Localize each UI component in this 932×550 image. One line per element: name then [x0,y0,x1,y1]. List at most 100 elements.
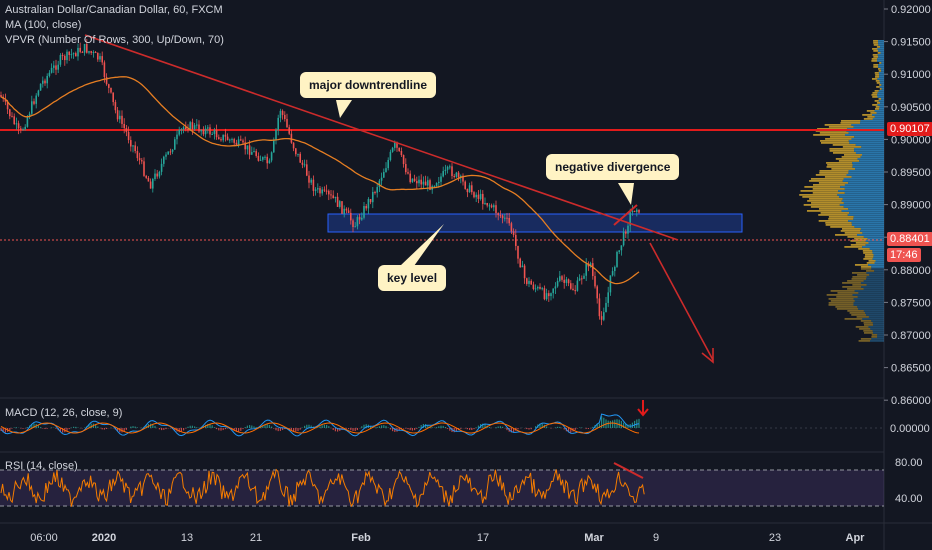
candle-body [629,212,631,226]
vpvr-bar-up [877,104,884,106]
vpvr-bar-up [872,114,884,116]
candle-body [281,110,284,115]
candle-body [394,142,396,148]
vpvr-bar-down [872,96,878,98]
vpvr-bar-up [878,64,884,66]
vpvr-bar-down [851,314,866,316]
time-axis[interactable]: 06:00 2020 13 21 Feb 17 Mar 9 23 Apr [30,532,865,544]
vpvr-bar-down [850,244,866,246]
vpvr-bar-down [820,142,850,144]
macd-bar [345,428,347,429]
candle-body [57,64,59,70]
vpvr-bar-down [827,164,853,166]
key-level-callout[interactable]: key level [378,265,447,291]
vpvr-bar-up [877,336,884,338]
candle-body [211,133,213,135]
macd-bar [601,416,603,428]
vpvr-bar-down [824,124,852,126]
macd-bar [436,427,438,428]
vpvr-bar-down [818,182,849,184]
candle-body [121,115,123,124]
macd-bar [431,427,433,428]
candle-body [598,298,601,317]
macd-legend[interactable]: MACD (12, 26, close, 9) [5,407,123,419]
macd-bar [337,428,339,432]
candle-body [336,196,339,207]
candle-body [196,124,198,126]
candle-body [556,280,559,287]
candle-body [369,199,372,203]
macd-bar [68,428,70,430]
candle-body [453,176,455,178]
vpvr-bar-up [873,254,884,256]
macd-bar [587,428,589,429]
vpvr-bar-up [879,106,884,108]
candle-body [295,148,297,155]
candle-body [13,116,15,125]
macd-bar [163,428,165,430]
candle-body [367,199,370,209]
vpvr-bar-up [848,208,884,210]
ma-legend[interactable]: MA (100, close) [5,19,82,31]
vpvr-bar-up [860,120,884,122]
candle-body [484,203,486,205]
vpvr-bar-up [868,316,884,318]
rsi-divergence-line[interactable] [613,462,644,479]
vpvr-bar-down [844,232,863,234]
downtrend-line[interactable] [84,34,679,241]
candle-body [578,278,581,281]
vpvr-bar-up [872,118,884,120]
candle-body [158,171,161,177]
vpvr-bar-down [825,224,852,226]
candle-body [444,169,447,172]
macd-bar [66,428,68,431]
vpvr-bar-up [881,84,884,86]
vpvr-bar-up [837,194,884,196]
candle-body [264,156,266,158]
candle-body [306,164,308,176]
macd-bar [447,428,449,429]
candle-body [387,159,389,169]
price-tick: 0.90000 [891,134,931,146]
candle-body [39,83,42,91]
vpvr-bar-up [865,312,884,314]
vpvr-bar-up [876,112,884,114]
candle-body [537,286,539,289]
candle-body [48,72,51,76]
macd-bar [403,428,405,429]
candle-body [55,65,57,70]
candle-body [620,245,623,251]
vpvr-bar-up [854,300,884,302]
vpvr-bar-up [877,54,884,56]
vpvr-legend[interactable]: VPVR (Number Of Rows, 300, Up/Down, 70) [5,34,224,46]
chart-title: Australian Dollar/Canadian Dollar, 60, F… [5,4,223,16]
macd-bar [603,417,605,428]
price-divergence-line[interactable] [613,204,638,226]
candle-body [486,203,488,206]
candle-body [413,178,416,181]
macd-bar [31,423,33,428]
candle-body [136,151,139,159]
candle-body [72,53,75,55]
vpvr-bar-down [866,270,875,272]
downtrend-callout[interactable]: major downtrendline [300,72,437,98]
candle-body [200,129,202,132]
macd-bar [306,424,308,428]
macd-bar [125,428,127,430]
macd-bar [352,428,354,431]
price-axis[interactable]: 0.92000 0.91500 0.91000 0.90500 0.90000 0.895… [884,4,931,407]
candle-body [77,47,79,57]
price-tick: 0.87500 [891,297,931,309]
vpvr-bar-up [879,80,884,82]
vpvr-bar-down [828,298,854,300]
candle-body [24,126,26,130]
rsi-legend[interactable]: RSI (14, close) [5,460,78,472]
candle-body [33,101,35,104]
vpvr-bar-down [876,82,880,84]
projection-arrow[interactable] [649,242,714,364]
candle-body [233,139,235,143]
divergence-callout[interactable]: negative divergence [546,154,680,180]
candle-body [383,172,385,178]
time-tick: 06:00 [30,532,58,544]
